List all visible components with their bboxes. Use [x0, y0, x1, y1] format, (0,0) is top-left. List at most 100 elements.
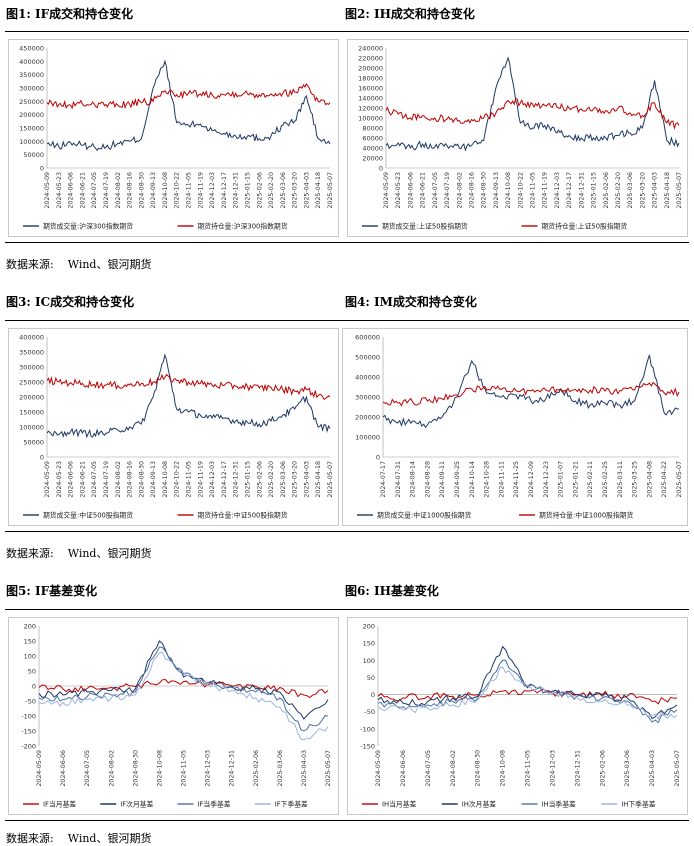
x-tick-label: 2024-09-25	[454, 461, 461, 498]
x-tick-label: 2024-08-02	[450, 750, 457, 787]
x-tick-label: 2024-08-02	[456, 172, 463, 209]
x-tick-label: 2024-06-21	[420, 172, 427, 209]
x-tick-label: 2025-02-06	[256, 461, 263, 498]
y-tick-label: 150	[363, 640, 375, 648]
y-tick-label: 50000	[23, 439, 44, 447]
series-line	[377, 688, 678, 705]
x-tick-label: 2024-12-31	[578, 172, 585, 209]
y-tick-label: 0	[371, 691, 375, 699]
x-tick-label: 2024-10-08	[162, 461, 169, 498]
x-tick-label: 2025-02-06	[256, 172, 263, 209]
x-tick-label: 2024-12-23	[543, 461, 550, 498]
y-tick-label: 60000	[362, 135, 383, 143]
x-tick-label: 2025-02-06	[253, 750, 260, 787]
x-tick-label: 2024-11-19	[197, 172, 204, 209]
x-tick-label: 2025-05-07	[327, 461, 334, 498]
y-tick-label: 0	[379, 165, 383, 173]
x-tick-label: 2025-03-06	[280, 461, 287, 498]
x-tick-label: 2025-03-20	[639, 172, 646, 209]
y-tick-label: 200000	[355, 414, 380, 422]
x-tick-label: 2024-07-17	[380, 461, 387, 498]
x-tick-label: 2025-04-18	[664, 172, 671, 209]
y-tick-label: 300000	[19, 364, 44, 372]
x-tick-label: 2024-07-19	[103, 172, 110, 209]
x-tick-label: 2024-12-31	[233, 461, 240, 498]
y-tick-label: 250000	[19, 98, 44, 106]
x-tick-label: 2024-08-30	[481, 172, 488, 209]
y-tick-label: -50	[25, 698, 36, 706]
x-tick-label: 2024-07-19	[444, 172, 451, 209]
series-line	[377, 666, 678, 720]
x-tick-label: 2024-12-31	[233, 172, 240, 209]
y-tick-label: 150000	[19, 125, 44, 133]
x-tick-label: 2024-09-13	[150, 172, 157, 209]
x-tick-label: 2024-09-13	[493, 172, 500, 209]
x-tick-label: 2025-04-18	[315, 461, 322, 498]
y-tick-label: 120000	[358, 105, 383, 113]
x-tick-label: 2024-08-02	[115, 461, 122, 498]
legend-label: IH下季基差	[621, 800, 656, 809]
series-line	[385, 97, 680, 130]
series-line	[385, 56, 680, 152]
y-tick-label: 80000	[362, 125, 383, 133]
y-tick-label: 40000	[362, 145, 383, 153]
x-tick-label: 2025-02-25	[602, 461, 609, 498]
divider	[5, 242, 689, 243]
x-tick-label: 2024-08-30	[475, 750, 482, 787]
x-tick-label: 2024-07-19	[103, 461, 110, 498]
y-tick-label: -50	[364, 708, 375, 716]
x-tick-label: 2025-02-11	[587, 461, 594, 498]
x-tick-label: 2024-05-23	[395, 172, 402, 209]
legend-label: IF下季基差	[275, 800, 308, 809]
y-tick-label: 100	[363, 657, 375, 665]
legend-label: 期货持仓量:中证500股指期货	[198, 511, 288, 520]
x-tick-label: 2025-04-18	[315, 172, 322, 209]
x-tick-label: 2024-10-08	[162, 172, 169, 209]
x-tick-label: 2024-07-05	[432, 172, 439, 209]
x-tick-label: 2024-12-31	[229, 750, 236, 787]
x-tick-label: 2024-12-17	[221, 172, 228, 209]
x-tick-label: 2024-06-06	[68, 461, 75, 498]
y-tick-label: 350000	[19, 71, 44, 79]
divider	[5, 31, 689, 32]
x-tick-label: 2024-08-30	[132, 750, 139, 787]
x-tick-label: 2024-06-06	[60, 750, 67, 787]
source-value: Wind、银河期货	[67, 547, 152, 560]
series-line	[46, 373, 331, 400]
x-tick-label: 2024-10-08	[500, 750, 507, 787]
x-tick-label: 2024-12-03	[205, 750, 212, 787]
series-line	[38, 646, 329, 732]
x-tick-label: 2024-08-16	[468, 172, 475, 209]
y-tick-label: 200	[24, 623, 36, 631]
y-tick-label: -100	[360, 725, 375, 733]
source-value: Wind、银河期货	[67, 258, 152, 271]
y-tick-label: 500000	[355, 354, 380, 362]
y-tick-label: 100000	[19, 138, 44, 146]
y-tick-label: 300000	[355, 394, 380, 402]
x-tick-label: 2024-08-28	[424, 461, 431, 498]
x-tick-label: 2024-05-09	[36, 750, 43, 787]
x-tick-label: 2025-05-07	[327, 172, 334, 209]
y-tick-label: 50000	[23, 151, 44, 159]
chart-ic-volume: 0 50000 100000 150000 200000 250000 300000 3500…	[19, 334, 334, 520]
y-tick-label: -100	[21, 713, 36, 721]
x-tick-label: 2024-11-05	[186, 172, 193, 209]
x-tick-label: 2025-03-06	[627, 172, 634, 209]
y-tick-label: 350000	[19, 349, 44, 357]
y-tick-label: 400000	[19, 58, 44, 66]
x-tick-label: 2024-09-11	[439, 461, 446, 498]
x-tick-label: 2025-03-11	[617, 461, 624, 498]
series-line	[38, 651, 329, 741]
legend-label: IH当季基差	[542, 800, 577, 809]
figure-title-if-volume: 图1: IF成交和持仓变化	[6, 7, 134, 21]
y-tick-label: 250000	[19, 379, 44, 387]
chart-ih-basis: -150 -100 -50 0 50 100 150 200 2024-05-09 2024-06…	[360, 623, 681, 809]
x-tick-label: 2024-05-23	[56, 172, 63, 209]
legend-label: IH次月基差	[462, 800, 497, 809]
chart-panel-ih-volume: 0 20000 40000 60000 80000 100000 120000 140000 1…	[347, 39, 688, 237]
x-tick-label: 2025-04-03	[303, 172, 310, 209]
y-tick-label: 140000	[358, 95, 383, 103]
x-tick-label: 2025-05-07	[325, 750, 332, 787]
x-tick-label: 2025-04-03	[649, 750, 656, 787]
x-tick-label: 2024-05-09	[383, 172, 390, 209]
